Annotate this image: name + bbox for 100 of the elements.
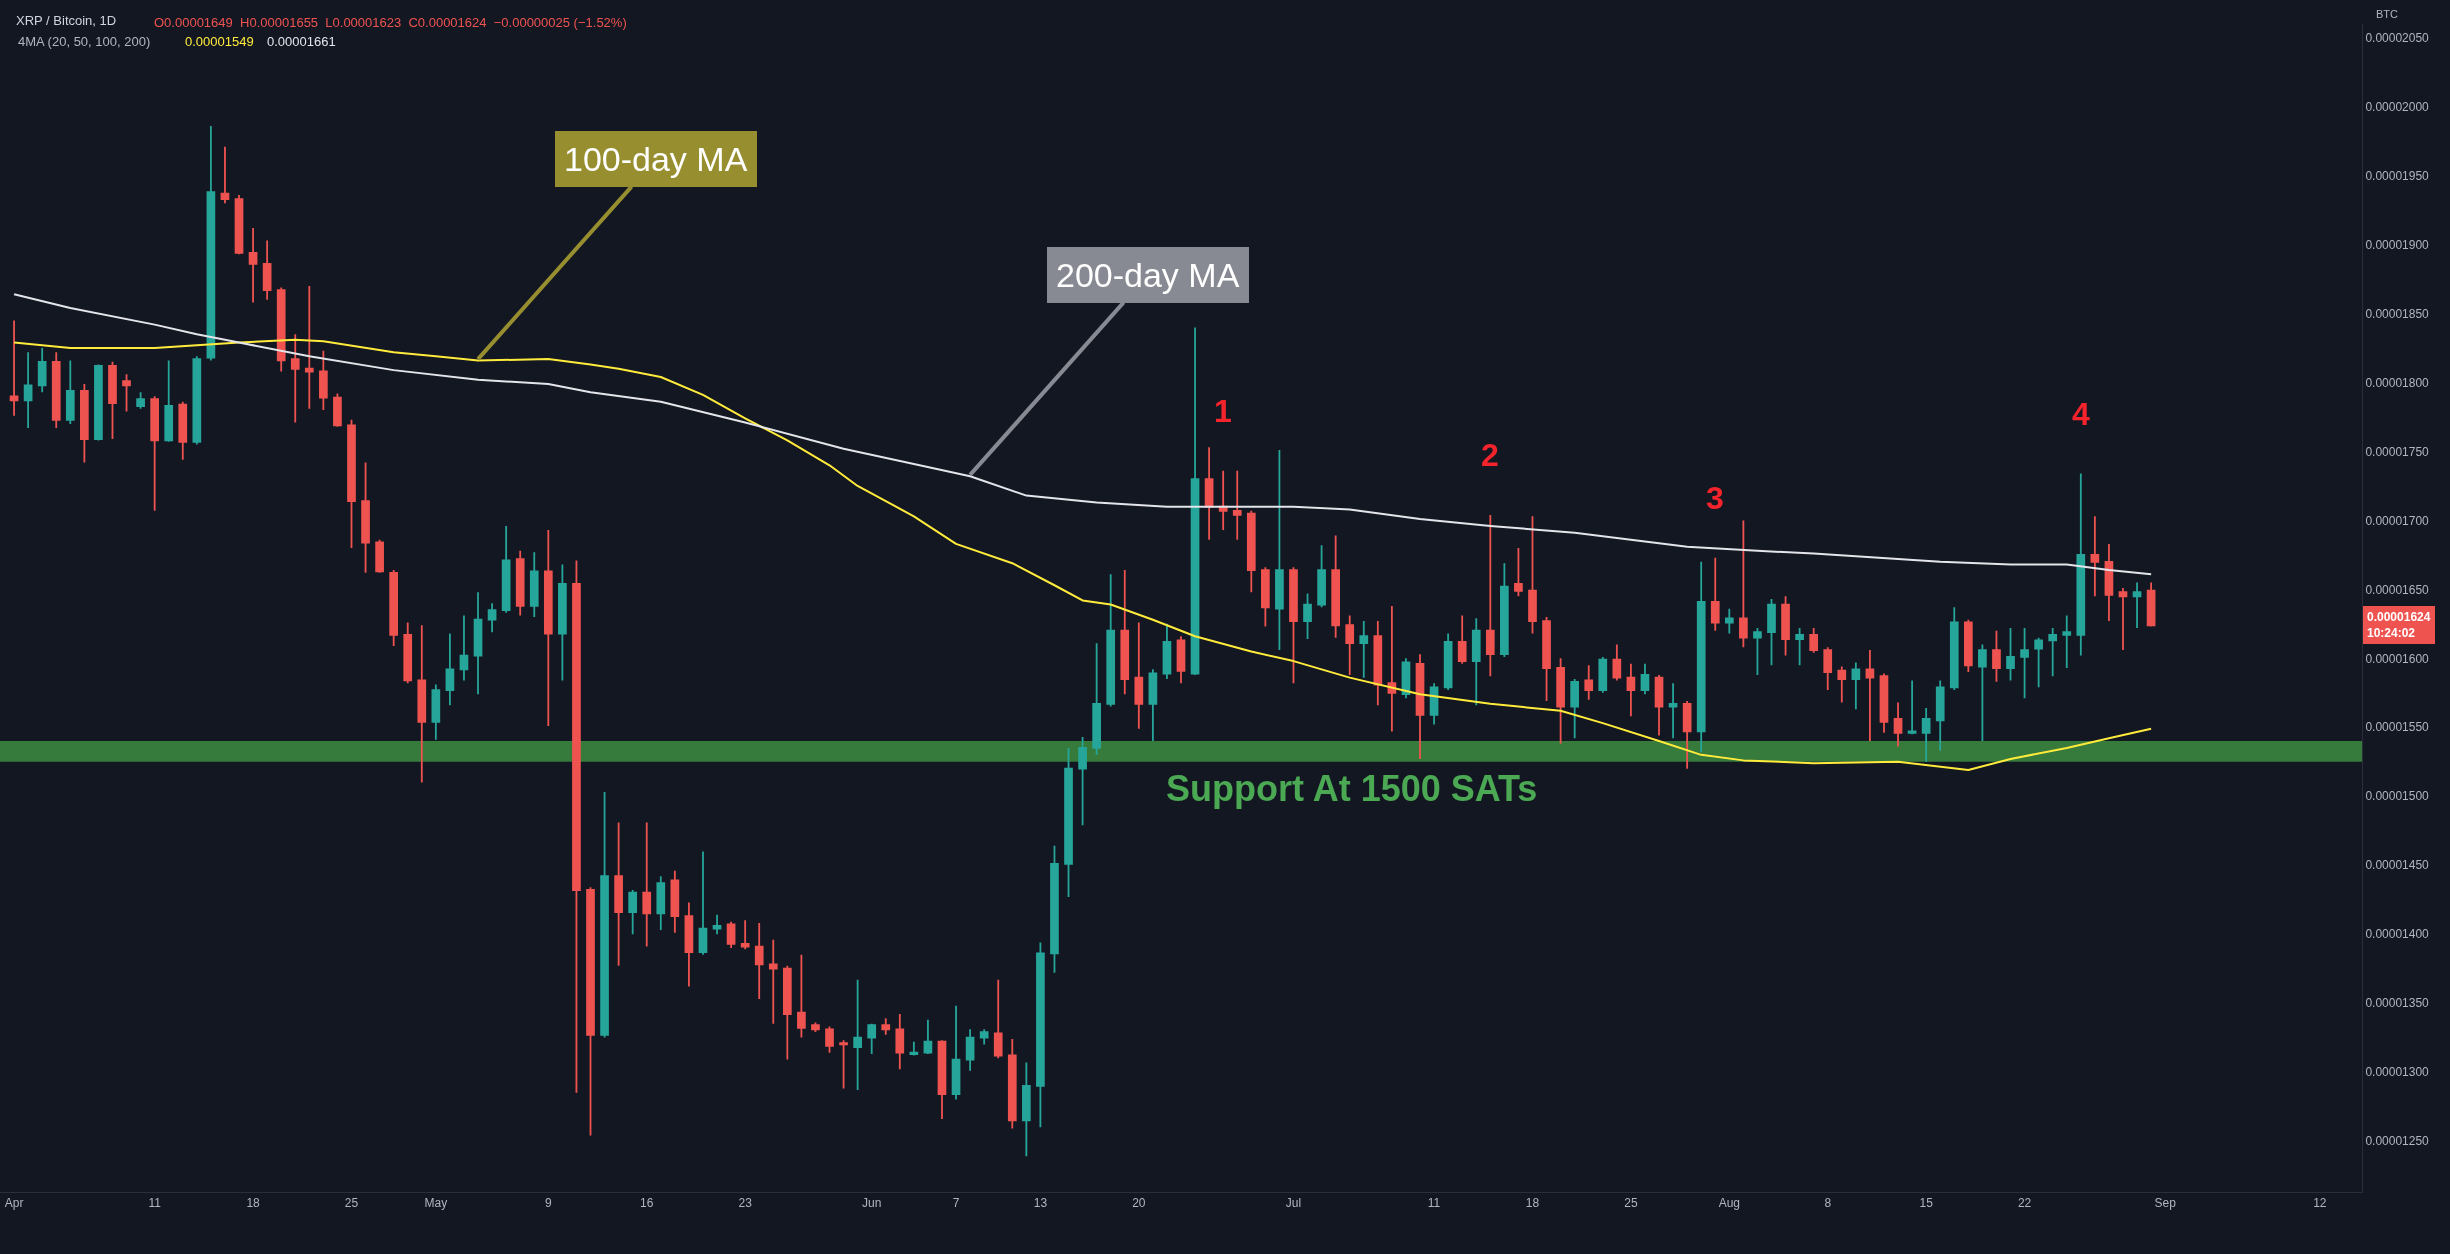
x-tick-label: May [424,1196,448,1211]
x-tick-label: 20 [1132,1196,1146,1211]
x-tick-label: 8 [1824,1196,1832,1211]
line-series [13,293,2153,576]
candlestick [1120,569,1130,696]
candlestick [1696,560,1706,753]
candlestick [1485,514,1495,678]
candlestick [1064,747,1073,898]
candlestick [1542,616,1551,702]
candlestick [1556,657,1565,745]
y-axis-title: BTC [2376,8,2399,20]
candlestick [1176,635,1186,685]
candlestick [37,347,47,394]
candlestick [1626,662,1636,718]
candlestick [1654,673,1664,737]
candlestick [825,1025,834,1054]
candlestick [558,563,567,682]
candlestick [1275,449,1284,651]
candlestick [811,1021,820,1033]
candlestick [670,869,680,934]
candlestick [1879,672,1889,734]
candlestick [1500,562,1509,658]
annotation: 2 [1481,437,1499,473]
candlestick [1106,573,1116,708]
candlestick [1317,544,1326,609]
candlestick [656,875,666,931]
chart-subtitle: O0.00001649 H0.00001655 L0.00001623 C0.00001624 −0.00000025 (−1.52%) [154,15,627,30]
candlestick [1724,607,1734,635]
candlestick [319,349,328,412]
candlestick [797,953,806,1039]
candlestick [1514,547,1523,598]
candlestick [2006,627,2015,682]
y-tick-label: 0.00001850 [2365,306,2430,321]
candlestick [1570,678,1580,740]
candlestick [1851,661,1861,711]
candlestick [375,538,384,574]
candlestick [1218,469,1228,531]
candlestick [740,919,750,951]
candlestick [178,400,188,461]
candlestick [698,850,708,956]
x-tick-label: Sep [2154,1196,2177,1211]
candlestick [1809,627,1819,654]
candlestick [150,395,159,512]
candlestick [1935,679,1945,752]
annotation: 0.00001661 [267,34,336,49]
candlestick [361,461,370,574]
candlestick [1022,1061,1031,1158]
candlestick [1668,682,1678,740]
x-tick-label: 12 [2313,1196,2327,1211]
candlestick [895,1013,905,1071]
candlestick [206,125,216,362]
candlestick [234,194,244,256]
candlestick [1345,614,1355,676]
y-tick-label: 0.00001900 [2365,237,2430,252]
candlestick [1134,621,1144,730]
candlestick [1767,598,1776,667]
candlestick [1190,326,1200,676]
candlestick [881,1017,891,1036]
candlestick [403,621,413,685]
candlestick [431,683,441,741]
candlestick [80,383,89,464]
annotation: 1 [1214,393,1232,429]
y-tick-label: 0.00001550 [2365,720,2430,735]
y-tick-label: 0.00001400 [2365,927,2430,942]
candlestick [979,1028,989,1046]
candlestick [614,821,623,967]
candlestick [2076,472,2086,657]
candlestick [867,1022,877,1055]
y-tick-label: 0.00002050 [2365,30,2430,45]
candlestick [754,922,764,1000]
candlestick [1640,662,1650,696]
annotation: 200-day MA [1056,256,1240,294]
candlestick [1289,566,1298,685]
candlestick [1232,469,1242,541]
y-tick-label: 0.00001750 [2365,444,2430,459]
x-tick-label: Apr [4,1196,24,1211]
candlestick [993,978,1003,1060]
candlestick [2048,627,2058,678]
annotation: 4MA (20, 50, 100, 200) [18,34,151,49]
y-tick-label: 0.00001650 [2365,582,2430,597]
candlestick [628,889,638,936]
x-tick-label: Jun [862,1196,882,1211]
candlestick [94,363,103,442]
annotation: 100-day MA [564,140,748,178]
y-tick-label: 0.00001300 [2365,1065,2430,1080]
candlestick [2020,627,2029,700]
candlestick [923,1018,933,1055]
annotation: 0.00001549 [185,34,254,49]
candlestick [276,286,286,373]
candlestick [1261,566,1270,628]
candlestick [853,978,862,1091]
candlestick [1373,620,1383,707]
candlestick [1303,592,1312,640]
candlestick [1204,446,1214,541]
candlestick [65,359,75,425]
candlestick [445,632,455,707]
y-tick-label: 0.00001700 [2365,513,2430,528]
candlestick [965,1028,975,1072]
candlestick [712,913,722,936]
candlestick [642,821,652,948]
